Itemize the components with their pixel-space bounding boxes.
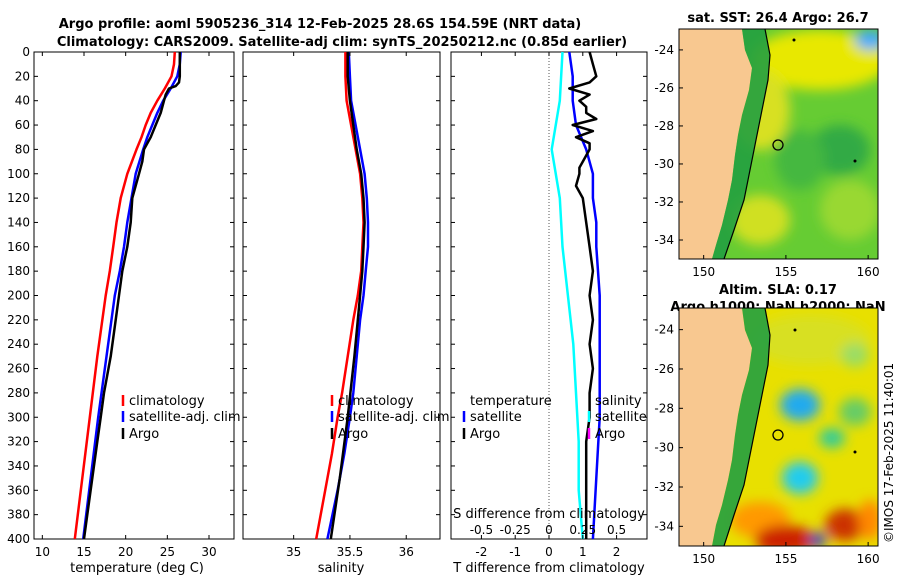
map-y-tick-label: -30 <box>654 157 674 171</box>
series-argo <box>329 52 366 540</box>
legend-s-argo-label: Argo <box>595 427 625 442</box>
legend-satellite-label: satellite-adj. clim <box>338 410 450 425</box>
x-tick-label: 36 <box>399 545 414 559</box>
x-tick-label: 20 <box>118 545 133 559</box>
x-tick-label: -1 <box>509 545 521 559</box>
y-tick-label: 80 <box>15 142 30 156</box>
sst-map: sat. SST: 26.4 Argo: 26.7 150 155 160 -24 -2… <box>654 11 880 279</box>
y-tick-label: 0 <box>22 45 30 59</box>
x-tick-label: 15 <box>76 545 91 559</box>
map-y-tick-label: -28 <box>654 401 674 415</box>
map-y-tick-label: -30 <box>654 441 674 455</box>
title-line2: Climatology: CARS2009. Satellite-adj cli… <box>57 35 627 50</box>
legend-salinity-title: salinity <box>595 394 642 409</box>
salinity-legend: climatology satellite-adj. clim Argo <box>330 394 450 442</box>
y-tick-label: 20 <box>15 69 30 83</box>
y-tick-label: 60 <box>15 118 30 132</box>
x-tick-label: 1 <box>579 545 587 559</box>
x-tick-label: 2 <box>613 545 621 559</box>
map-x-tick-label: 150 <box>692 265 715 279</box>
x-tick-label: 35 <box>286 545 301 559</box>
s-tick-label: 0 <box>545 523 553 537</box>
legend-climatology-label: climatology <box>129 394 205 409</box>
argo-float-marker <box>772 139 784 151</box>
y-tick-label: 100 <box>7 167 30 181</box>
y-tick-label: 340 <box>7 459 30 473</box>
series-climatology <box>73 51 177 540</box>
salinity-panel: 35 35.5 36 salinity climatology satellite-… <box>242 51 450 576</box>
map-y-tick-label: -28 <box>654 119 674 133</box>
series-s-satellite <box>550 51 585 540</box>
legend-s-satellite-label: satellite <box>595 410 647 425</box>
map-x-tick-label: 155 <box>774 552 797 566</box>
difference-legend: temperature satellite Argo salinity sate… <box>462 394 647 442</box>
argo-float-marker <box>772 429 784 441</box>
y-tick-label: 40 <box>15 94 30 108</box>
legend-argo-label: Argo <box>338 427 368 442</box>
series-t-argo <box>568 51 598 539</box>
map-x-tick-label: 160 <box>857 552 880 566</box>
map-x-tick-label: 160 <box>857 265 880 279</box>
s-tick-label: 0.25 <box>569 523 596 537</box>
y-tick-label: 360 <box>7 483 30 497</box>
temperature-xlabel: temperature (deg C) <box>70 561 204 576</box>
y-tick-label: 200 <box>7 289 30 303</box>
x-tick-label: 10 <box>35 545 50 559</box>
title-line1: Argo profile: aoml 5905236_314 12-Feb-20… <box>59 17 581 32</box>
map-x-tick-label: 155 <box>774 265 797 279</box>
y-tick-label: 280 <box>7 386 30 400</box>
map-y-tick-label: -34 <box>654 233 674 247</box>
map-y-tick-label: -32 <box>654 195 674 209</box>
temperature-panel: 10 15 20 25 30 0 20 40 60 80 100 120 140 160 180 200 22… <box>7 45 241 576</box>
difference-panel: -2 -1 0 1 2 -0.5 -0.25 0 0.25 0.5 S difference f… <box>450 51 648 576</box>
s-tick-label: 0.5 <box>607 523 626 537</box>
timestamp-watermark: ©IMOS 17-Feb-2025 11:40:01 <box>882 363 896 543</box>
legend-climatology-label: climatology <box>338 394 414 409</box>
legend-t-argo-label: Argo <box>470 427 500 442</box>
map-y-tick-label: -34 <box>654 519 674 533</box>
x-tick-label: 35.5 <box>337 545 364 559</box>
y-tick-label: 180 <box>7 264 30 278</box>
s-tick-label: -0.25 <box>500 523 531 537</box>
map-y-tick-label: -26 <box>654 81 674 95</box>
salinity-xlabel: salinity <box>318 561 365 576</box>
legend-argo-label: Argo <box>129 427 159 442</box>
map-y-tick-label: -24 <box>654 43 674 57</box>
y-tick-label: 160 <box>7 240 30 254</box>
legend-t-satellite-label: satellite <box>470 410 522 425</box>
sst-map-title: sat. SST: 26.4 Argo: 26.7 <box>687 11 868 26</box>
sla-map-title-line1: Altim. SLA: 0.17 <box>719 283 837 298</box>
temperature-legend: climatology satellite-adj. clim Argo <box>121 394 241 442</box>
y-tick-label: 320 <box>7 435 30 449</box>
y-tick-label: 240 <box>7 337 30 351</box>
sla-map: Altim. SLA: 0.17 Argo h1000: NaN h2000: … <box>654 283 885 566</box>
y-tick-label: 120 <box>7 191 30 205</box>
map-y-tick-label: -26 <box>654 362 674 376</box>
series-argo <box>82 52 182 540</box>
y-tick-label: 140 <box>7 215 30 229</box>
y-tick-label: 220 <box>7 313 30 327</box>
x-tick-label: -2 <box>475 545 487 559</box>
legend-temperature-title: temperature <box>470 394 552 409</box>
series-t-satellite <box>568 51 601 540</box>
y-tick-label: 380 <box>7 508 30 522</box>
y-tick-label: 260 <box>7 362 30 376</box>
map-y-tick-label: -24 <box>654 323 674 337</box>
t-difference-xlabel: T difference from climatology <box>452 561 645 576</box>
x-tick-label: 30 <box>201 545 216 559</box>
map-x-tick-label: 150 <box>692 552 715 566</box>
series-satellite-adj-clim <box>326 51 370 540</box>
map-y-tick-label: -32 <box>654 480 674 494</box>
s-tick-label: -0.5 <box>470 523 493 537</box>
y-tick-label: 300 <box>7 410 30 424</box>
x-tick-label: 0 <box>545 545 553 559</box>
y-tick-label: 400 <box>7 532 30 546</box>
x-tick-label: 25 <box>160 545 175 559</box>
legend-satellite-label: satellite-adj. clim <box>129 410 241 425</box>
s-difference-label: S difference from climatology <box>453 507 645 522</box>
